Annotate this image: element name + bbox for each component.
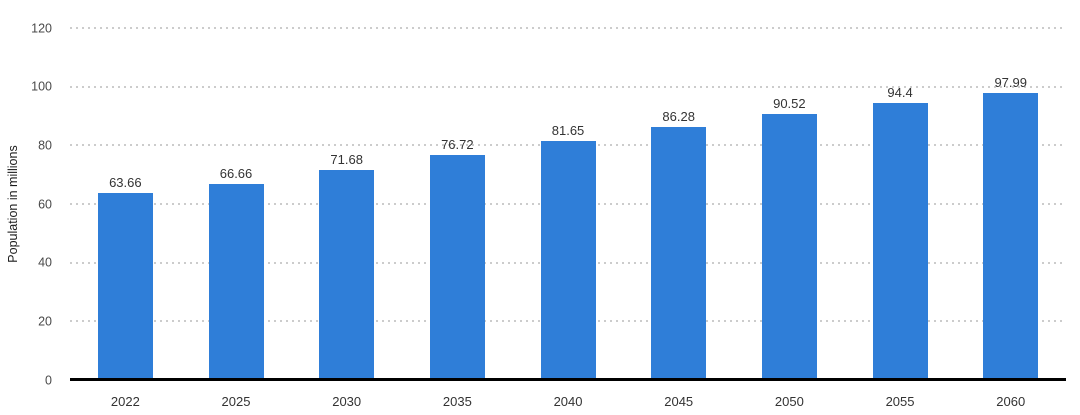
bar-group: 63.66: [70, 28, 181, 380]
bars: 63.66 66.66 71.68 76.72 81.65 86.28 90.52 94.4 9…: [70, 28, 1066, 380]
y-tick-label: 60: [38, 196, 52, 211]
bar-value-label: 90.52: [773, 96, 806, 112]
bar: [872, 103, 928, 380]
bar-group: 86.28: [623, 28, 734, 380]
bar: [319, 169, 375, 380]
x-axis-label: 2025: [221, 394, 251, 409]
y-tick-label: 40: [38, 255, 52, 270]
bar: [429, 154, 485, 380]
x-axis-label: 2050: [774, 394, 804, 409]
bar-group: 71.68: [291, 28, 402, 380]
x-axis-label: 2035: [442, 394, 472, 409]
bar-value-label: 66.66: [219, 166, 253, 182]
y-tick-label: 80: [38, 138, 52, 153]
bar-group: 97.99: [955, 28, 1066, 380]
bar-value-label: 97.99: [994, 74, 1027, 90]
plot-area: 63.66 66.66 71.68 76.72 81.65 86.28 90.52 94.4 9…: [70, 27, 1066, 381]
bar: [983, 92, 1039, 380]
bar-value-label: 81.65: [551, 122, 585, 138]
bar: [651, 126, 707, 380]
bar: [540, 140, 596, 380]
bar-value-label: 94.4: [887, 85, 913, 101]
bar-value-label: 76.72: [441, 136, 474, 152]
bar-value-label: 71.68: [330, 151, 363, 167]
bar-group: 90.52: [734, 28, 845, 380]
bar: [208, 184, 264, 380]
x-axis-label: 2060: [996, 394, 1026, 409]
x-axis-label: 2022: [110, 394, 140, 409]
x-axis-label: 2040: [553, 394, 583, 409]
gridline: [70, 27, 1066, 29]
bar-value-label: 86.28: [662, 108, 695, 124]
bar-value-label: 63.66: [109, 175, 142, 191]
bar: [761, 114, 817, 380]
bar-group: 76.72: [402, 28, 513, 380]
bar-group: 81.65: [513, 28, 624, 380]
y-tick-label: 0: [45, 372, 52, 387]
bar: [97, 193, 153, 380]
y-tick-label: 100: [31, 79, 52, 94]
x-axis-labels: 2022 2025 2030 2035 2040 2045 2050 2055 2060: [70, 395, 1066, 408]
y-tick-label: 120: [31, 20, 52, 35]
bar-group: 66.66: [181, 28, 292, 380]
y-tick-label: 20: [38, 314, 52, 329]
x-axis-line: [70, 378, 1066, 381]
bar-group: 94.4: [845, 28, 956, 380]
y-axis-ticks: 0 20 40 60 80 100 120: [0, 22, 62, 386]
x-axis-label: 2055: [885, 394, 915, 409]
x-axis-label: 2030: [332, 394, 362, 409]
x-axis-label: 2045: [664, 394, 694, 409]
gridline: [70, 85, 1066, 88]
